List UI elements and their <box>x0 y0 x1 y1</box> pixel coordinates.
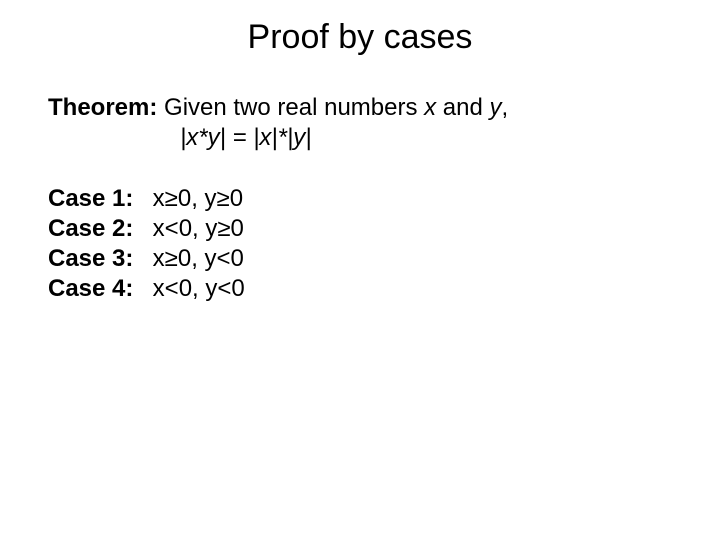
theorem-statement: Theorem: Given two real numbers x and y, <box>48 94 508 122</box>
cases-list: Case 1: x≥0, y≥0 Case 2: x<0, y≥0 Case 3… <box>48 184 245 304</box>
slide-title: Proof by cases <box>0 18 720 57</box>
case-label: Case 3: <box>48 244 140 274</box>
theorem-var-y: y <box>490 94 502 121</box>
case-row: Case 4: x<0, y<0 <box>48 274 245 304</box>
case-condition: x≥0, y<0 <box>153 245 244 272</box>
theorem-text-mid: and <box>436 94 489 121</box>
theorem-text-prefix: Given two real numbers <box>157 94 424 121</box>
case-row: Case 1: x≥0, y≥0 <box>48 184 245 214</box>
theorem-text-suffix: , <box>502 94 509 121</box>
case-label: Case 4: <box>48 274 140 304</box>
theorem-var-x: x <box>424 94 436 121</box>
slide: Proof by cases Theorem: Given two real n… <box>0 0 720 540</box>
case-condition: x≥0, y≥0 <box>153 185 243 212</box>
theorem-label: Theorem: <box>48 94 157 121</box>
case-condition: x<0, y<0 <box>153 275 245 302</box>
case-label: Case 1: <box>48 184 140 214</box>
case-condition: x<0, y≥0 <box>153 215 244 242</box>
theorem-equation: |x*y| = |x|*|y| <box>180 124 311 152</box>
case-row: Case 3: x≥0, y<0 <box>48 244 245 274</box>
case-row: Case 2: x<0, y≥0 <box>48 214 245 244</box>
case-label: Case 2: <box>48 214 140 244</box>
